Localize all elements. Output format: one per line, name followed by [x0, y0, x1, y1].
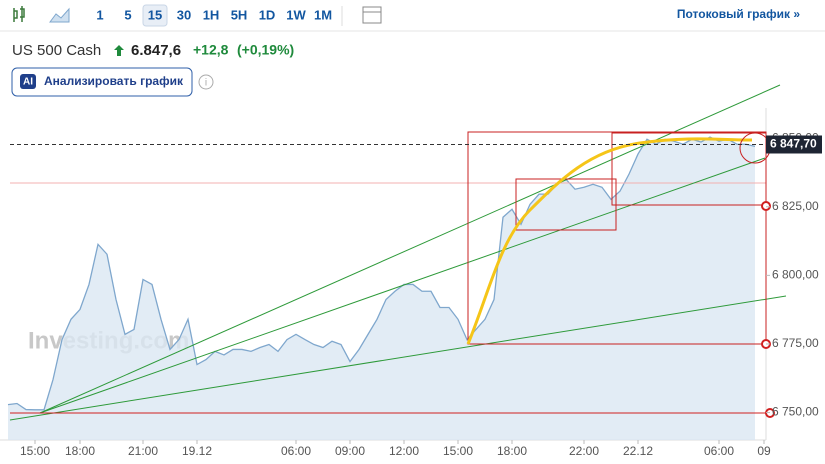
interval-button[interactable]: 15 [148, 7, 162, 22]
x-tick-label: 15:00 [20, 444, 50, 458]
x-tick-label: 09:00 [335, 444, 365, 458]
analyze-button-label: Анализировать график [44, 74, 184, 88]
candle-icon-glyph [13, 6, 25, 22]
y-tick-label: 6 800,00 [772, 268, 819, 282]
x-tick-label: 18:00 [65, 444, 95, 458]
interval-selected [142, 4, 168, 27]
drawn-box [467, 131, 767, 345]
x-tick-label: 21:00 [128, 444, 158, 458]
interval-button[interactable]: 1H [203, 7, 220, 22]
last-price-box [766, 135, 822, 154]
x-tick-label: 06:00 [704, 444, 734, 458]
drawn-trendline [39, 157, 766, 414]
interval-button[interactable]: 1D [259, 7, 276, 22]
handle[interactable] [761, 201, 771, 211]
x-tick-label: 09 [757, 444, 771, 458]
layout-icon[interactable] [362, 6, 382, 24]
x-tick-label: 12:00 [389, 444, 419, 458]
interval-button[interactable]: 1W [286, 7, 306, 22]
axes: 6 750,006 775,006 800,006 825,006 850,00… [10, 130, 822, 458]
y-tick-label: 6 750,00 [772, 405, 819, 419]
candle-icon[interactable] [8, 4, 30, 26]
area-fill [8, 137, 755, 441]
interval-button[interactable]: 1 [96, 7, 103, 22]
y-tick-label: 6 775,00 [772, 336, 819, 350]
x-tick-label: 19.12 [182, 444, 212, 458]
interval-button[interactable]: 5H [231, 7, 248, 22]
toolbar: Потоковый график » 1 5 15 30 1H 5H 1D 1W 1M [0, 4, 825, 32]
x-tick-label: 22.12 [623, 444, 653, 458]
price-line [7, 136, 756, 411]
price-change: +12,8 [193, 42, 229, 58]
interval-button[interactable]: 5 [124, 7, 131, 22]
area-icon[interactable] [49, 7, 70, 23]
analyze-button[interactable] [11, 67, 193, 97]
x-tick-label: 18:00 [497, 444, 527, 458]
up-arrow [114, 45, 124, 56]
instrument-name: US 500 Cash [12, 42, 101, 59]
interval-button[interactable]: 1M [314, 7, 332, 22]
drawings [9, 84, 787, 421]
y-tick-label: 6 825,00 [772, 199, 819, 213]
drawn-box [611, 132, 767, 206]
info-icon-glyph: i [205, 78, 207, 89]
instrument-price: 6.847,6 [131, 42, 181, 59]
x-tick-label: 22:00 [569, 444, 599, 458]
stream-link[interactable]: Потоковый график » [677, 7, 800, 21]
ai-badge-text: AI [23, 77, 33, 88]
drawn-curve [466, 137, 753, 345]
last-price-label: 6 847,70 [770, 137, 817, 151]
drawn-trendline [9, 295, 787, 421]
price-change-pct: (+0,19%) [237, 42, 294, 58]
ai-badge [20, 74, 36, 89]
info-icon[interactable] [198, 74, 214, 90]
x-tick-label: 15:00 [443, 444, 473, 458]
plot [7, 136, 756, 441]
interval-button[interactable]: 30 [177, 7, 191, 22]
x-tick-label: 06:00 [281, 444, 311, 458]
